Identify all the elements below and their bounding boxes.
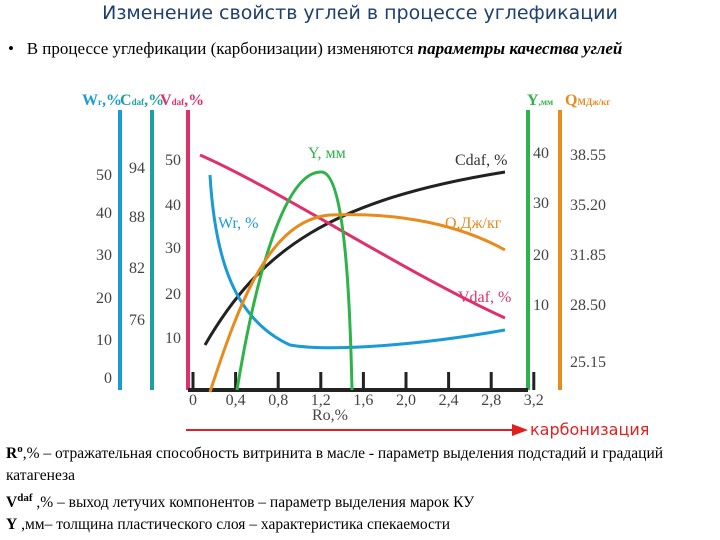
curve-q	[208, 213, 506, 393]
tick-label: 28.50	[570, 297, 606, 314]
note-sup: o	[17, 443, 23, 455]
curve-label: Cdaf, %	[455, 152, 507, 169]
note-sup: daf	[17, 492, 33, 505]
bullet-emphasis: параметры качества углей	[417, 39, 623, 58]
axis-label-sub: daf	[132, 97, 146, 107]
note-term: R	[6, 445, 18, 463]
note-text: ,мм– толщина пластического слоя – характ…	[17, 516, 450, 534]
axis-label-sub: ,мм	[539, 97, 554, 107]
curve-y	[235, 170, 354, 391]
arrow-head	[512, 424, 528, 436]
tick-label: 20	[533, 247, 549, 264]
note: Vdaf ,% – выход летучих компонентов – па…	[6, 487, 714, 514]
tick-label: 50	[96, 167, 112, 184]
axis-label-sub: МДж/кг	[577, 97, 610, 107]
tick-label: 10	[165, 330, 181, 347]
x-tick-label: 1,2	[311, 392, 331, 409]
title: Изменение свойств углей в процессе углеф…	[102, 2, 618, 24]
tick-label: 20	[165, 286, 181, 303]
note-term: Y	[6, 516, 18, 534]
curve-label: Y, мм	[308, 145, 346, 162]
axis-label-sub: r	[98, 97, 102, 107]
tick-label: 30	[165, 240, 181, 257]
tick-label: 82	[129, 260, 145, 277]
x-tick-label: 0	[189, 392, 197, 409]
note-text: ,% – выход летучих компонентов – парамет…	[32, 494, 475, 512]
tick-label: 38.55	[570, 147, 606, 164]
tick-label: 40	[533, 145, 549, 162]
axis-label: QМДж/кг	[565, 92, 610, 109]
x-tick-label: 2,0	[396, 392, 416, 409]
notes: Ro,% – отражательная способность витрини…	[6, 438, 714, 536]
bullet-text: В процессе углефикации (карбонизации) из…	[26, 39, 418, 58]
axis-label-base: V	[160, 92, 172, 109]
curve-w	[208, 174, 506, 350]
x-tick-label: 0,8	[268, 392, 288, 409]
tick-label: 31.85	[570, 247, 606, 264]
axis-label-base: Q	[565, 92, 577, 109]
axis-label-sub: daf	[172, 97, 186, 107]
x-label: Ro,%	[312, 407, 348, 424]
note-term: V	[6, 494, 18, 512]
arrow-label: карбонизация	[530, 420, 649, 439]
axis-label: Wr,%	[82, 92, 122, 109]
curve-c	[203, 170, 506, 346]
note: Ro,% – отражательная способность витрини…	[6, 438, 714, 487]
tick-label: 0	[104, 370, 112, 387]
tick-label: 50	[165, 152, 181, 169]
tick-label: 25.15	[570, 354, 606, 371]
tick-label: 40	[165, 197, 181, 214]
curve-label: Vdaf, %	[458, 289, 511, 306]
axis-label-unit: ,%	[144, 92, 164, 109]
axis-label-base: W	[82, 92, 98, 109]
axis-label-unit: ,%	[102, 92, 122, 109]
tick-label: 30	[96, 247, 112, 264]
tick-label: 10	[96, 332, 112, 349]
tick-label: 10	[533, 297, 549, 314]
bullet: • В процессе углефикации (карбонизации) …	[8, 39, 623, 58]
curve-label: Wr, %	[218, 215, 258, 232]
axis-label-unit: ,%	[184, 92, 204, 109]
x-tick-label: 1,6	[353, 392, 373, 409]
axis-label: Vdaf,%	[160, 92, 204, 109]
x-tick-label: 2,4	[439, 392, 459, 409]
note-text: ,% – отражательная способность витринита…	[6, 445, 664, 485]
tick-label: 76	[129, 312, 145, 329]
tick-label: 88	[129, 209, 145, 226]
curve-label: Q,Дж/кг	[445, 215, 502, 232]
tick-label: 35.20	[570, 197, 606, 214]
tick-label: 30	[533, 195, 549, 212]
x-tick-label: 3,2	[524, 392, 544, 409]
tick-label: 94	[129, 160, 145, 177]
axis-label: Cdaf,%	[120, 92, 164, 109]
note: Y ,мм– толщина пластического слоя – хара…	[6, 514, 714, 536]
axis-label-base: C	[120, 92, 132, 109]
axis-label: Y,мм	[527, 92, 553, 109]
tick-label: 20	[96, 290, 112, 307]
axis-label-base: Y	[527, 92, 539, 109]
x-tick-label: 0,4	[226, 392, 246, 409]
x-tick-label: 2,8	[481, 392, 501, 409]
tick-label: 40	[96, 205, 112, 222]
